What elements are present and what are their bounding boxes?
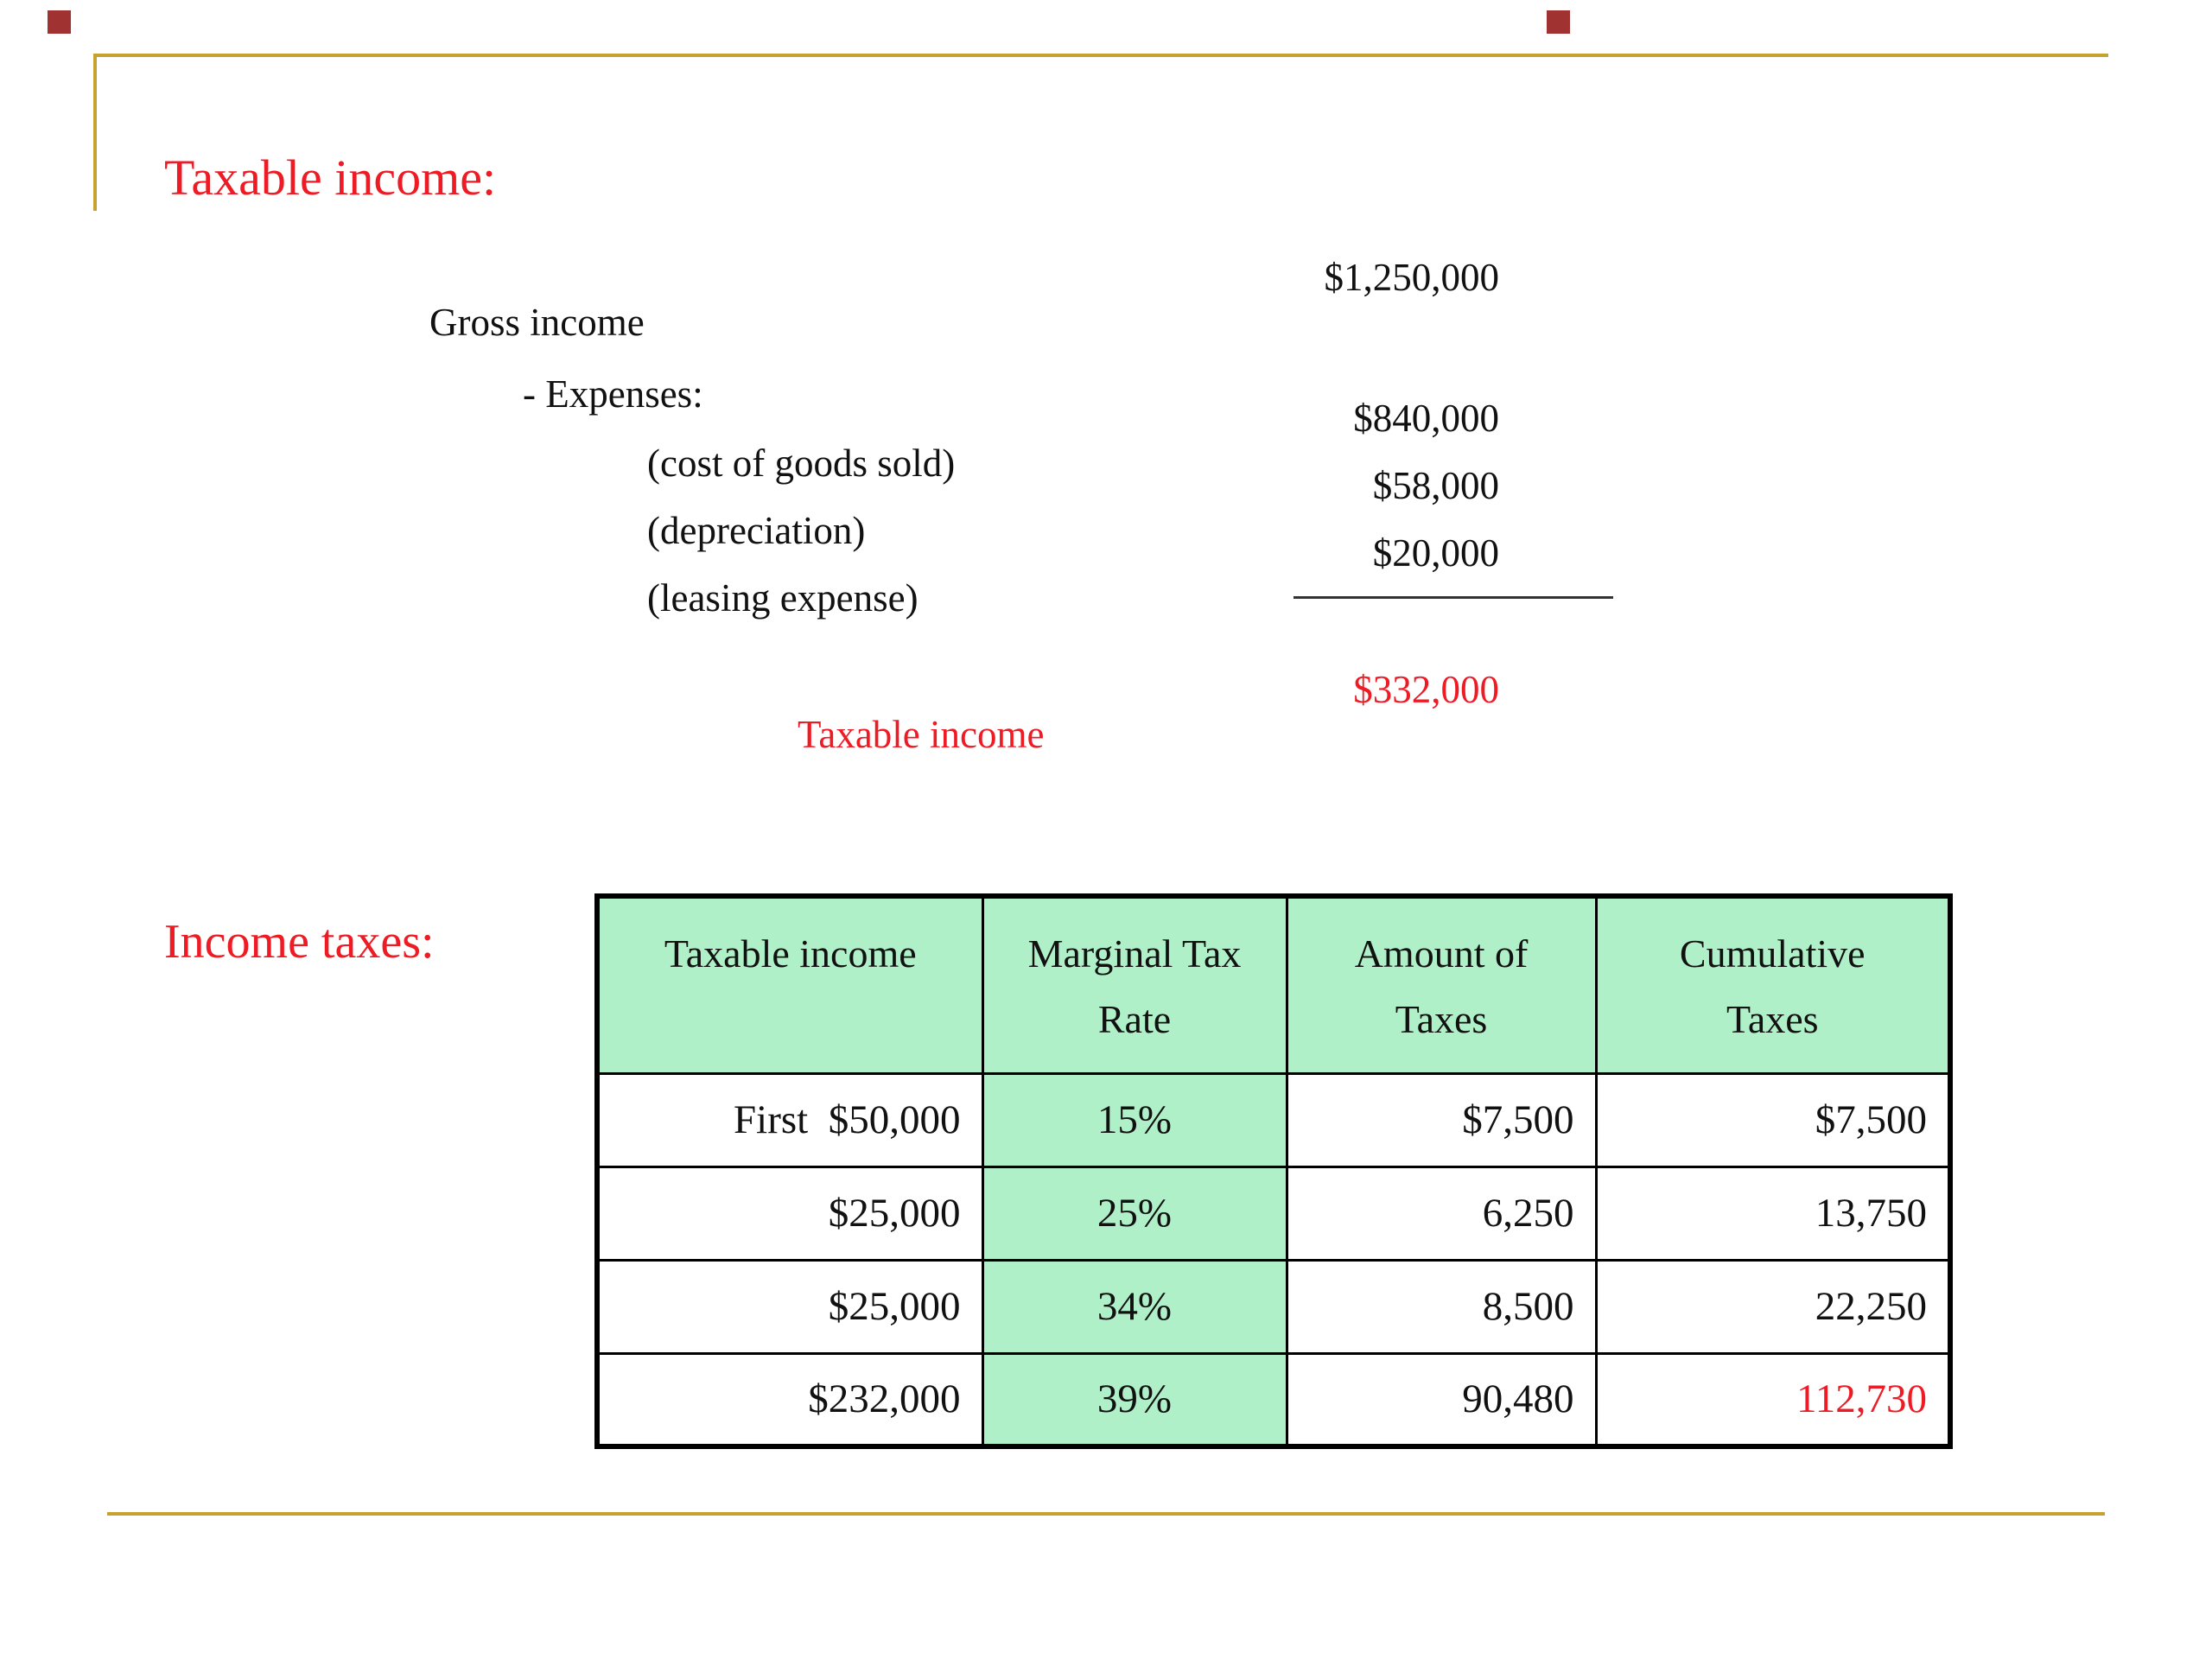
- sum-underline: [1294, 596, 1613, 599]
- cell-bracket: $232,000: [595, 1351, 984, 1448]
- depreciation-label: (depreciation): [647, 509, 866, 552]
- top-gold-rule: [93, 54, 2108, 57]
- header-line: Marginal Tax: [1027, 931, 1242, 976]
- header-taxable-income: Taxable income: [595, 894, 984, 1075]
- header-line: Amount of: [1354, 931, 1529, 976]
- table-row: First $50,000 15% $7,500 $7,500: [595, 1071, 1952, 1168]
- cell-bracket: $25,000: [595, 1258, 984, 1355]
- bottom-gold-rule: [107, 1512, 2105, 1516]
- table-row: $232,000 39% 90,480 112,730: [595, 1351, 1952, 1448]
- slide-title: Taxable income:: [164, 149, 497, 206]
- leasing-label: (leasing expense): [647, 576, 918, 620]
- header-cumulative-taxes: Cumulative Taxes: [1594, 894, 1952, 1075]
- corner-square-right: [1547, 10, 1570, 34]
- taxable-income-value: $332,000: [1353, 668, 1499, 711]
- statement-row-leasing: (leasing expense) $20,000: [0, 531, 2212, 710]
- header-amount-of-taxes: Amount of Taxes: [1285, 894, 1598, 1075]
- statement-row-taxable-income: Taxable income $332,000: [0, 667, 2212, 847]
- income-tax-table: Taxable income Marginal Tax Rate Amount …: [594, 893, 1953, 1449]
- cell-bracket: First $50,000: [595, 1071, 984, 1168]
- statement-row-cogs: (cost of goods sold) $840,000: [0, 396, 2212, 575]
- header-line: Taxes: [1395, 996, 1488, 1041]
- depreciation-value: $58,000: [1372, 464, 1499, 507]
- cell-rate: 34%: [981, 1258, 1288, 1355]
- table-row: $25,000 34% 8,500 22,250: [595, 1258, 1952, 1355]
- cell-amount: 8,500: [1285, 1258, 1598, 1355]
- cell-cumulative-total: 112,730: [1594, 1351, 1952, 1448]
- table-row: $25,000 25% 6,250 13,750: [595, 1165, 1952, 1262]
- cell-rate: 39%: [981, 1351, 1288, 1448]
- table-header-row: Taxable income Marginal Tax Rate Amount …: [595, 894, 1952, 1075]
- cogs-label: (cost of goods sold): [647, 442, 956, 485]
- header-line: Taxable income: [664, 931, 917, 976]
- header-line: Rate: [1097, 996, 1172, 1041]
- leasing-value: $20,000: [1372, 531, 1499, 575]
- cell-cumulative: 22,250: [1594, 1258, 1952, 1355]
- cell-amount: $7,500: [1285, 1071, 1598, 1168]
- statement-row-expenses: - Expenses:: [0, 327, 2212, 461]
- cell-cumulative: $7,500: [1594, 1071, 1952, 1168]
- cell-bracket: $25,000: [595, 1165, 984, 1262]
- statement-row-depreciation: (depreciation) $58,000: [0, 463, 2212, 643]
- header-line: Taxes: [1726, 996, 1819, 1041]
- statement-row-gross-income: Gross income $1,250,000: [0, 255, 2212, 435]
- cell-amount: 90,480: [1285, 1351, 1598, 1448]
- expenses-label: - Expenses:: [523, 372, 703, 416]
- cell-amount: 6,250: [1285, 1165, 1598, 1262]
- taxable-income-label: Taxable income: [798, 713, 1045, 756]
- cell-rate: 15%: [981, 1071, 1288, 1168]
- left-gold-rule: [93, 54, 97, 211]
- income-taxes-label: Income taxes:: [164, 915, 435, 969]
- header-marginal-tax-rate: Marginal Tax Rate: [981, 894, 1288, 1075]
- header-line: Cumulative: [1679, 931, 1866, 976]
- corner-square-left: [48, 10, 71, 34]
- cogs-value: $840,000: [1353, 397, 1499, 440]
- gross-income-label: Gross income: [429, 301, 645, 344]
- cell-rate: 25%: [981, 1165, 1288, 1262]
- gross-income-value: $1,250,000: [1324, 256, 1500, 299]
- cell-cumulative: 13,750: [1594, 1165, 1952, 1262]
